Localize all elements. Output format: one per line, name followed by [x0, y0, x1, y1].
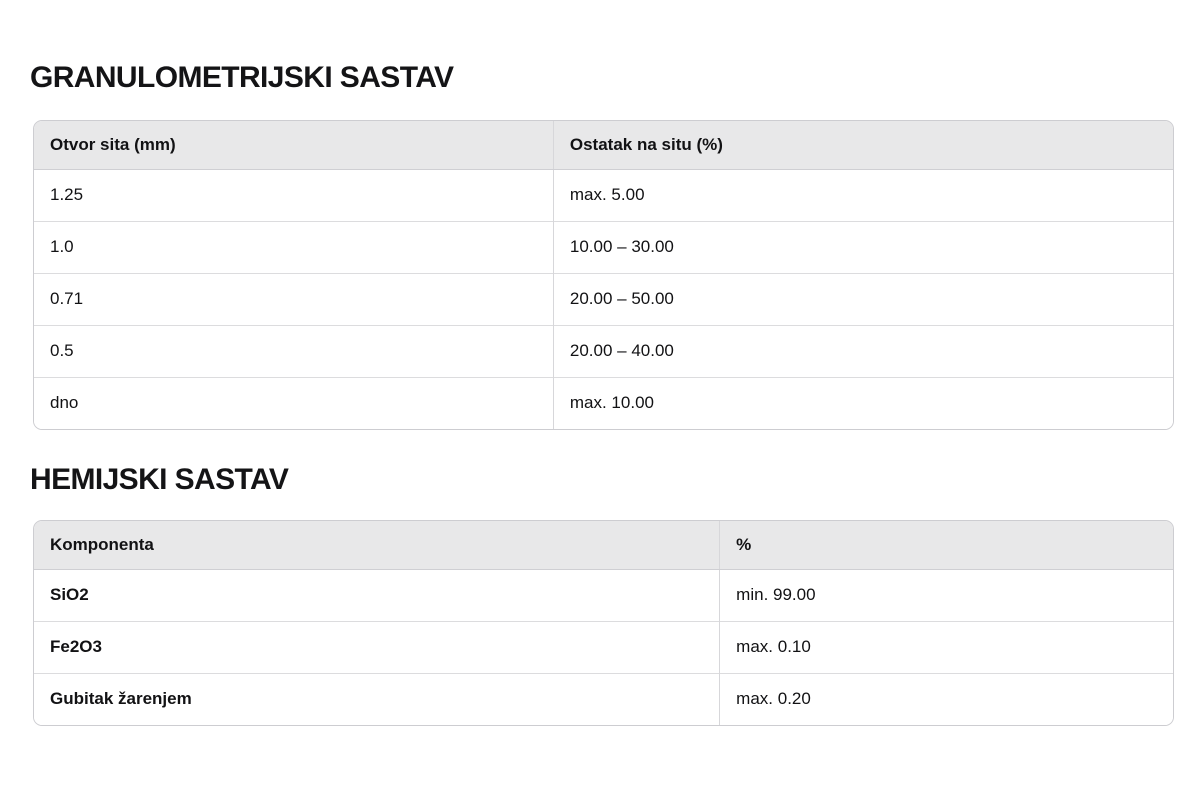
table-cell: 10.00 – 30.00: [553, 221, 1173, 274]
table-cell: 0.5: [34, 325, 554, 378]
column-header-komponenta: Komponenta: [34, 521, 721, 570]
column-header-ostatak-na-situ: Ostatak na situ (%): [553, 121, 1173, 170]
table-row: Gubitak žarenjem max. 0.20: [34, 673, 1173, 725]
section-title-granulometrijski-sastav: GRANULOMETRIJSKI SASTAV: [30, 61, 454, 94]
table-row: SiO2 min. 99.00: [34, 569, 1173, 622]
table-cell: 0.71: [34, 273, 554, 326]
column-header-otvor-sita: Otvor sita (mm): [34, 121, 554, 170]
table-cell: 1.0: [34, 221, 554, 274]
table-cell: 1.25: [34, 169, 554, 222]
table-cell: SiO2: [34, 569, 721, 622]
table-row: 0.5 20.00 – 40.00: [34, 325, 1173, 378]
table-cell: max. 5.00: [553, 169, 1173, 222]
granulometrijski-table-container: Otvor sita (mm) Ostatak na situ (%) 1.25…: [33, 120, 1174, 430]
hemijski-table: Komponenta % SiO2 min. 99.00 Fe2O3 max. …: [34, 521, 1173, 725]
table-cell: Fe2O3: [34, 621, 721, 674]
table-row: 1.0 10.00 – 30.00: [34, 221, 1173, 274]
table-cell: 20.00 – 50.00: [553, 273, 1173, 326]
table-cell: max. 0.20: [719, 673, 1173, 725]
table-cell: max. 10.00: [553, 377, 1173, 429]
table-cell: dno: [34, 377, 554, 429]
section-title-hemijski-sastav: HEMIJSKI SASTAV: [30, 463, 289, 496]
table-cell: Gubitak žarenjem: [34, 673, 721, 725]
table-row: 0.71 20.00 – 50.00: [34, 273, 1173, 326]
table-row: Fe2O3 max. 0.10: [34, 621, 1173, 674]
table-header-row: Otvor sita (mm) Ostatak na situ (%): [34, 121, 1173, 170]
granulometrijski-table: Otvor sita (mm) Ostatak na situ (%) 1.25…: [34, 121, 1173, 429]
table-row: 1.25 max. 5.00: [34, 169, 1173, 222]
table-cell: 20.00 – 40.00: [553, 325, 1173, 378]
table-row: dno max. 10.00: [34, 377, 1173, 429]
table-cell: max. 0.10: [719, 621, 1173, 674]
table-cell: min. 99.00: [719, 569, 1173, 622]
table-header-row: Komponenta %: [34, 521, 1173, 570]
hemijski-table-container: Komponenta % SiO2 min. 99.00 Fe2O3 max. …: [33, 520, 1174, 726]
column-header-percent: %: [719, 521, 1173, 570]
page-content: GRANULOMETRIJSKI SASTAV Otvor sita (mm) …: [30, 61, 1174, 726]
